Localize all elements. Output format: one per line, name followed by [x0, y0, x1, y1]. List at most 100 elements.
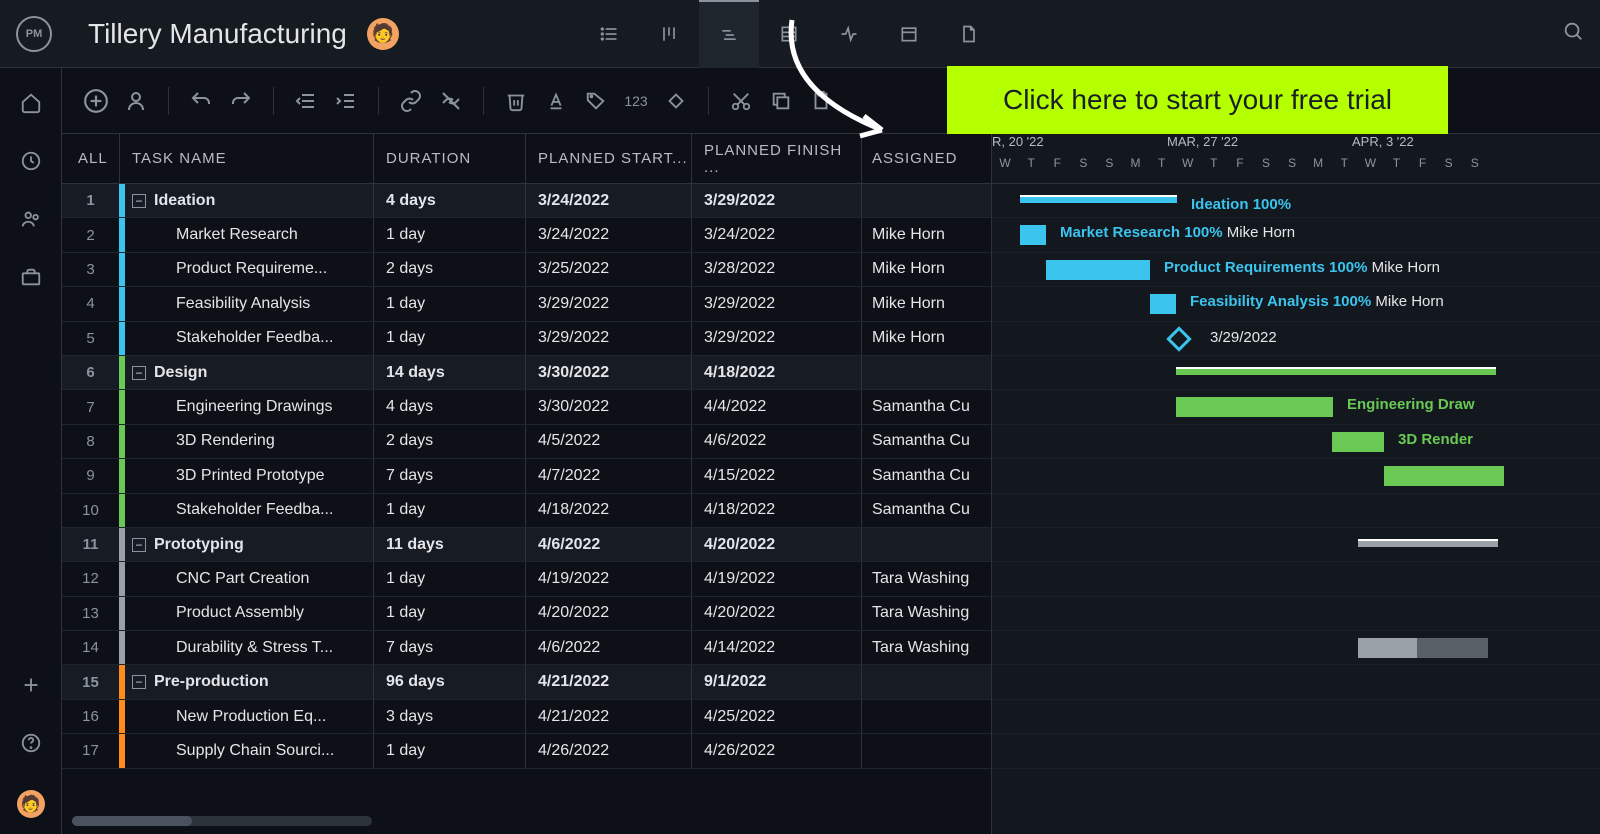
- gantt-row[interactable]: [992, 528, 1600, 562]
- start-cell[interactable]: 3/30/2022: [526, 356, 692, 389]
- col-header-finish[interactable]: PLANNED FINISH ...: [692, 134, 862, 183]
- task-name-cell[interactable]: Stakeholder Feedba...: [120, 494, 374, 527]
- milestone-icon[interactable]: [662, 87, 690, 115]
- task-name-cell[interactable]: Durability & Stress T...: [120, 631, 374, 664]
- gantt-task-bar[interactable]: Product Requirements 100% Mike Horn: [1046, 260, 1150, 280]
- gantt-row[interactable]: [992, 665, 1600, 699]
- start-cell[interactable]: 4/6/2022: [526, 528, 692, 561]
- task-name-cell[interactable]: New Production Eq...: [120, 700, 374, 733]
- duration-cell[interactable]: 11 days: [374, 528, 526, 561]
- duration-cell[interactable]: 4 days: [374, 390, 526, 423]
- assigned-cell[interactable]: [862, 734, 990, 767]
- gantt-summary-bar[interactable]: [1358, 539, 1498, 547]
- unlink-icon[interactable]: [437, 87, 465, 115]
- view-gantt-icon[interactable]: [699, 0, 759, 68]
- home-icon[interactable]: [20, 92, 42, 114]
- duration-cell[interactable]: 2 days: [374, 425, 526, 458]
- task-name-cell[interactable]: −Pre-production: [120, 665, 374, 698]
- gantt-row[interactable]: Ideation 100%: [992, 184, 1600, 218]
- task-name-cell[interactable]: −Design: [120, 356, 374, 389]
- cut-icon[interactable]: [727, 87, 755, 115]
- briefcase-icon[interactable]: [20, 266, 42, 288]
- assigned-cell[interactable]: [862, 700, 990, 733]
- table-row[interactable]: 17 Supply Chain Sourci... 1 day 4/26/202…: [62, 734, 991, 768]
- assigned-cell[interactable]: Samantha Cu: [862, 494, 990, 527]
- finish-cell[interactable]: 4/25/2022: [692, 700, 862, 733]
- finish-cell[interactable]: 4/19/2022: [692, 562, 862, 595]
- task-name-cell[interactable]: Market Research: [120, 218, 374, 251]
- start-cell[interactable]: 3/29/2022: [526, 287, 692, 320]
- finish-cell[interactable]: 4/20/2022: [692, 597, 862, 630]
- assigned-cell[interactable]: Mike Horn: [862, 287, 990, 320]
- add-task-icon[interactable]: [82, 87, 110, 115]
- duration-cell[interactable]: 1 day: [374, 562, 526, 595]
- gantt-row[interactable]: [992, 356, 1600, 390]
- assigned-cell[interactable]: Tara Washing: [862, 631, 990, 664]
- search-icon[interactable]: [1562, 20, 1584, 47]
- assigned-cell[interactable]: Samantha Cu: [862, 425, 990, 458]
- team-icon[interactable]: [20, 208, 42, 230]
- collapse-toggle-icon[interactable]: −: [132, 538, 146, 552]
- help-icon[interactable]: [20, 732, 42, 754]
- finish-cell[interactable]: 4/18/2022: [692, 356, 862, 389]
- gantt-row[interactable]: [992, 700, 1600, 734]
- col-header-num[interactable]: ALL: [62, 134, 120, 183]
- assigned-cell[interactable]: [862, 665, 990, 698]
- finish-cell[interactable]: 4/4/2022: [692, 390, 862, 423]
- start-cell[interactable]: 3/24/2022: [526, 184, 692, 217]
- finish-cell[interactable]: 3/24/2022: [692, 218, 862, 251]
- finish-cell[interactable]: 4/14/2022: [692, 631, 862, 664]
- duration-cell[interactable]: 96 days: [374, 665, 526, 698]
- collapse-toggle-icon[interactable]: −: [132, 194, 146, 208]
- number-icon[interactable]: 123: [622, 87, 650, 115]
- duration-cell[interactable]: 7 days: [374, 459, 526, 492]
- table-row[interactable]: 16 New Production Eq... 3 days 4/21/2022…: [62, 700, 991, 734]
- horizontal-scrollbar[interactable]: [72, 816, 372, 826]
- undo-icon[interactable]: [187, 87, 215, 115]
- tag-icon[interactable]: [582, 87, 610, 115]
- redo-icon[interactable]: [227, 87, 255, 115]
- finish-cell[interactable]: 4/18/2022: [692, 494, 862, 527]
- duration-cell[interactable]: 1 day: [374, 322, 526, 355]
- gantt-row[interactable]: [992, 597, 1600, 631]
- assigned-cell[interactable]: Mike Horn: [862, 322, 990, 355]
- gantt-task-bar[interactable]: Market Research 100% Mike Horn: [1020, 225, 1046, 245]
- task-name-cell[interactable]: Stakeholder Feedba...: [120, 322, 374, 355]
- collapse-toggle-icon[interactable]: −: [132, 675, 146, 689]
- assigned-cell[interactable]: [862, 184, 990, 217]
- finish-cell[interactable]: 3/29/2022: [692, 287, 862, 320]
- copy-icon[interactable]: [767, 87, 795, 115]
- gantt-task-bar[interactable]: [1384, 466, 1504, 486]
- task-name-cell[interactable]: 3D Rendering: [120, 425, 374, 458]
- duration-cell[interactable]: 14 days: [374, 356, 526, 389]
- duration-cell[interactable]: 2 days: [374, 253, 526, 286]
- add-icon[interactable]: [20, 674, 42, 696]
- finish-cell[interactable]: 3/29/2022: [692, 322, 862, 355]
- table-row[interactable]: 12 CNC Part Creation 1 day 4/19/2022 4/1…: [62, 562, 991, 596]
- gantt-task-bar[interactable]: [1358, 638, 1488, 658]
- start-cell[interactable]: 4/18/2022: [526, 494, 692, 527]
- start-cell[interactable]: 3/29/2022: [526, 322, 692, 355]
- start-cell[interactable]: 4/19/2022: [526, 562, 692, 595]
- view-list-icon[interactable]: [579, 0, 639, 68]
- start-cell[interactable]: 4/21/2022: [526, 700, 692, 733]
- task-name-cell[interactable]: Product Requireme...: [120, 253, 374, 286]
- view-activity-icon[interactable]: [819, 0, 879, 68]
- app-logo[interactable]: PM: [16, 16, 52, 52]
- table-row[interactable]: 3 Product Requireme... 2 days 3/25/2022 …: [62, 253, 991, 287]
- table-row[interactable]: 9 3D Printed Prototype 7 days 4/7/2022 4…: [62, 459, 991, 493]
- finish-cell[interactable]: 9/1/2022: [692, 665, 862, 698]
- task-name-cell[interactable]: −Ideation: [120, 184, 374, 217]
- table-row[interactable]: 10 Stakeholder Feedba... 1 day 4/18/2022…: [62, 494, 991, 528]
- task-name-cell[interactable]: Product Assembly: [120, 597, 374, 630]
- gantt-summary-bar[interactable]: [1176, 367, 1496, 375]
- gantt-row[interactable]: Product Requirements 100% Mike Horn: [992, 253, 1600, 287]
- duration-cell[interactable]: 1 day: [374, 734, 526, 767]
- table-row[interactable]: 2 Market Research 1 day 3/24/2022 3/24/2…: [62, 218, 991, 252]
- gantt-chart[interactable]: R, 20 '22MAR, 27 '22APR, 3 '22 WTFSSMTWT…: [992, 134, 1600, 834]
- gantt-task-bar[interactable]: Engineering Draw: [1176, 397, 1333, 417]
- gantt-row[interactable]: 3D Render: [992, 425, 1600, 459]
- view-calendar-icon[interactable]: [879, 0, 939, 68]
- assigned-cell[interactable]: Mike Horn: [862, 253, 990, 286]
- gantt-row[interactable]: Market Research 100% Mike Horn: [992, 218, 1600, 252]
